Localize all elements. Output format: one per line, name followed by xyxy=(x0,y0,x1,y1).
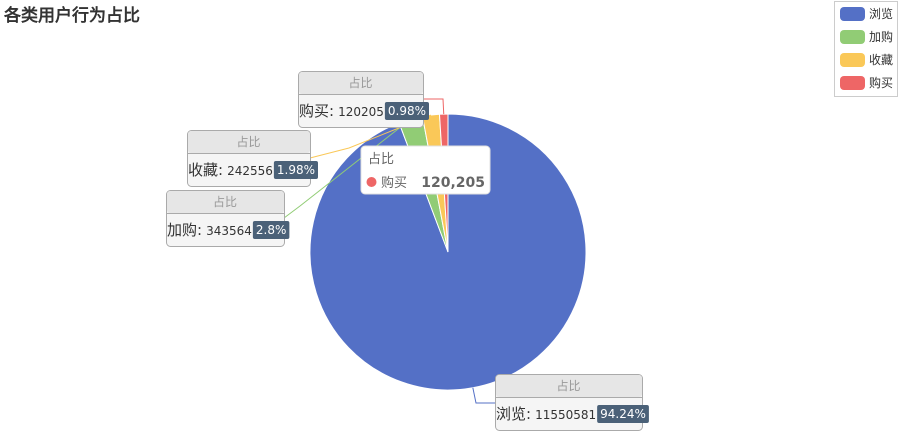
label-value: 242556 xyxy=(227,164,273,178)
legend-swatch-3[interactable] xyxy=(840,76,865,90)
label-series-name: 占比 xyxy=(348,75,372,90)
label-value: 11550581 xyxy=(535,408,596,422)
tooltip-value: 120,205 xyxy=(421,175,485,191)
label-line-0 xyxy=(472,387,495,404)
legend-item-2[interactable]: 收藏 xyxy=(869,53,893,67)
label-percent: 2.8% xyxy=(256,223,287,237)
label-series-name: 占比 xyxy=(236,134,260,149)
label-header xyxy=(167,191,284,213)
label-series-name: 占比 xyxy=(556,378,580,393)
tooltip-marker xyxy=(366,177,377,187)
label-category: 浏览: xyxy=(496,405,531,423)
tooltip-name: 购买 xyxy=(381,175,407,191)
label-percent-badge xyxy=(384,102,429,120)
label-header xyxy=(299,72,423,94)
legend-item-3[interactable]: 购买 xyxy=(869,75,893,90)
label-series-name: 占比 xyxy=(213,194,237,209)
tooltip-series: 占比 xyxy=(368,152,394,167)
legend-swatch-0[interactable] xyxy=(840,7,865,21)
legend-swatch-2[interactable] xyxy=(840,53,865,67)
legend-swatch-1[interactable] xyxy=(840,30,865,44)
legend-item-1[interactable]: 加购 xyxy=(869,29,893,44)
label-percent: 94.24% xyxy=(600,407,646,421)
label-line-3 xyxy=(423,98,445,115)
tooltip-box xyxy=(360,145,491,195)
label-percent: 1.98% xyxy=(277,163,315,177)
label-value: 343564 xyxy=(206,224,252,238)
label-value: 120205 xyxy=(338,105,384,119)
label-category: 收藏: xyxy=(188,161,223,179)
label-category: 购买: xyxy=(299,102,334,120)
label-percent-badge xyxy=(273,161,318,179)
label-percent-badge xyxy=(597,405,649,423)
label-percent-badge xyxy=(252,221,290,239)
tooltip: 占比 购买 120,205 xyxy=(360,145,491,195)
label-category: 加购: xyxy=(167,221,202,239)
label-header xyxy=(496,375,642,397)
label-percent: 0.98% xyxy=(388,104,426,118)
chart-title: 各类用户行为占比 xyxy=(3,5,140,26)
legend-item-0[interactable]: 浏览 xyxy=(869,6,893,21)
label-header xyxy=(188,131,310,153)
